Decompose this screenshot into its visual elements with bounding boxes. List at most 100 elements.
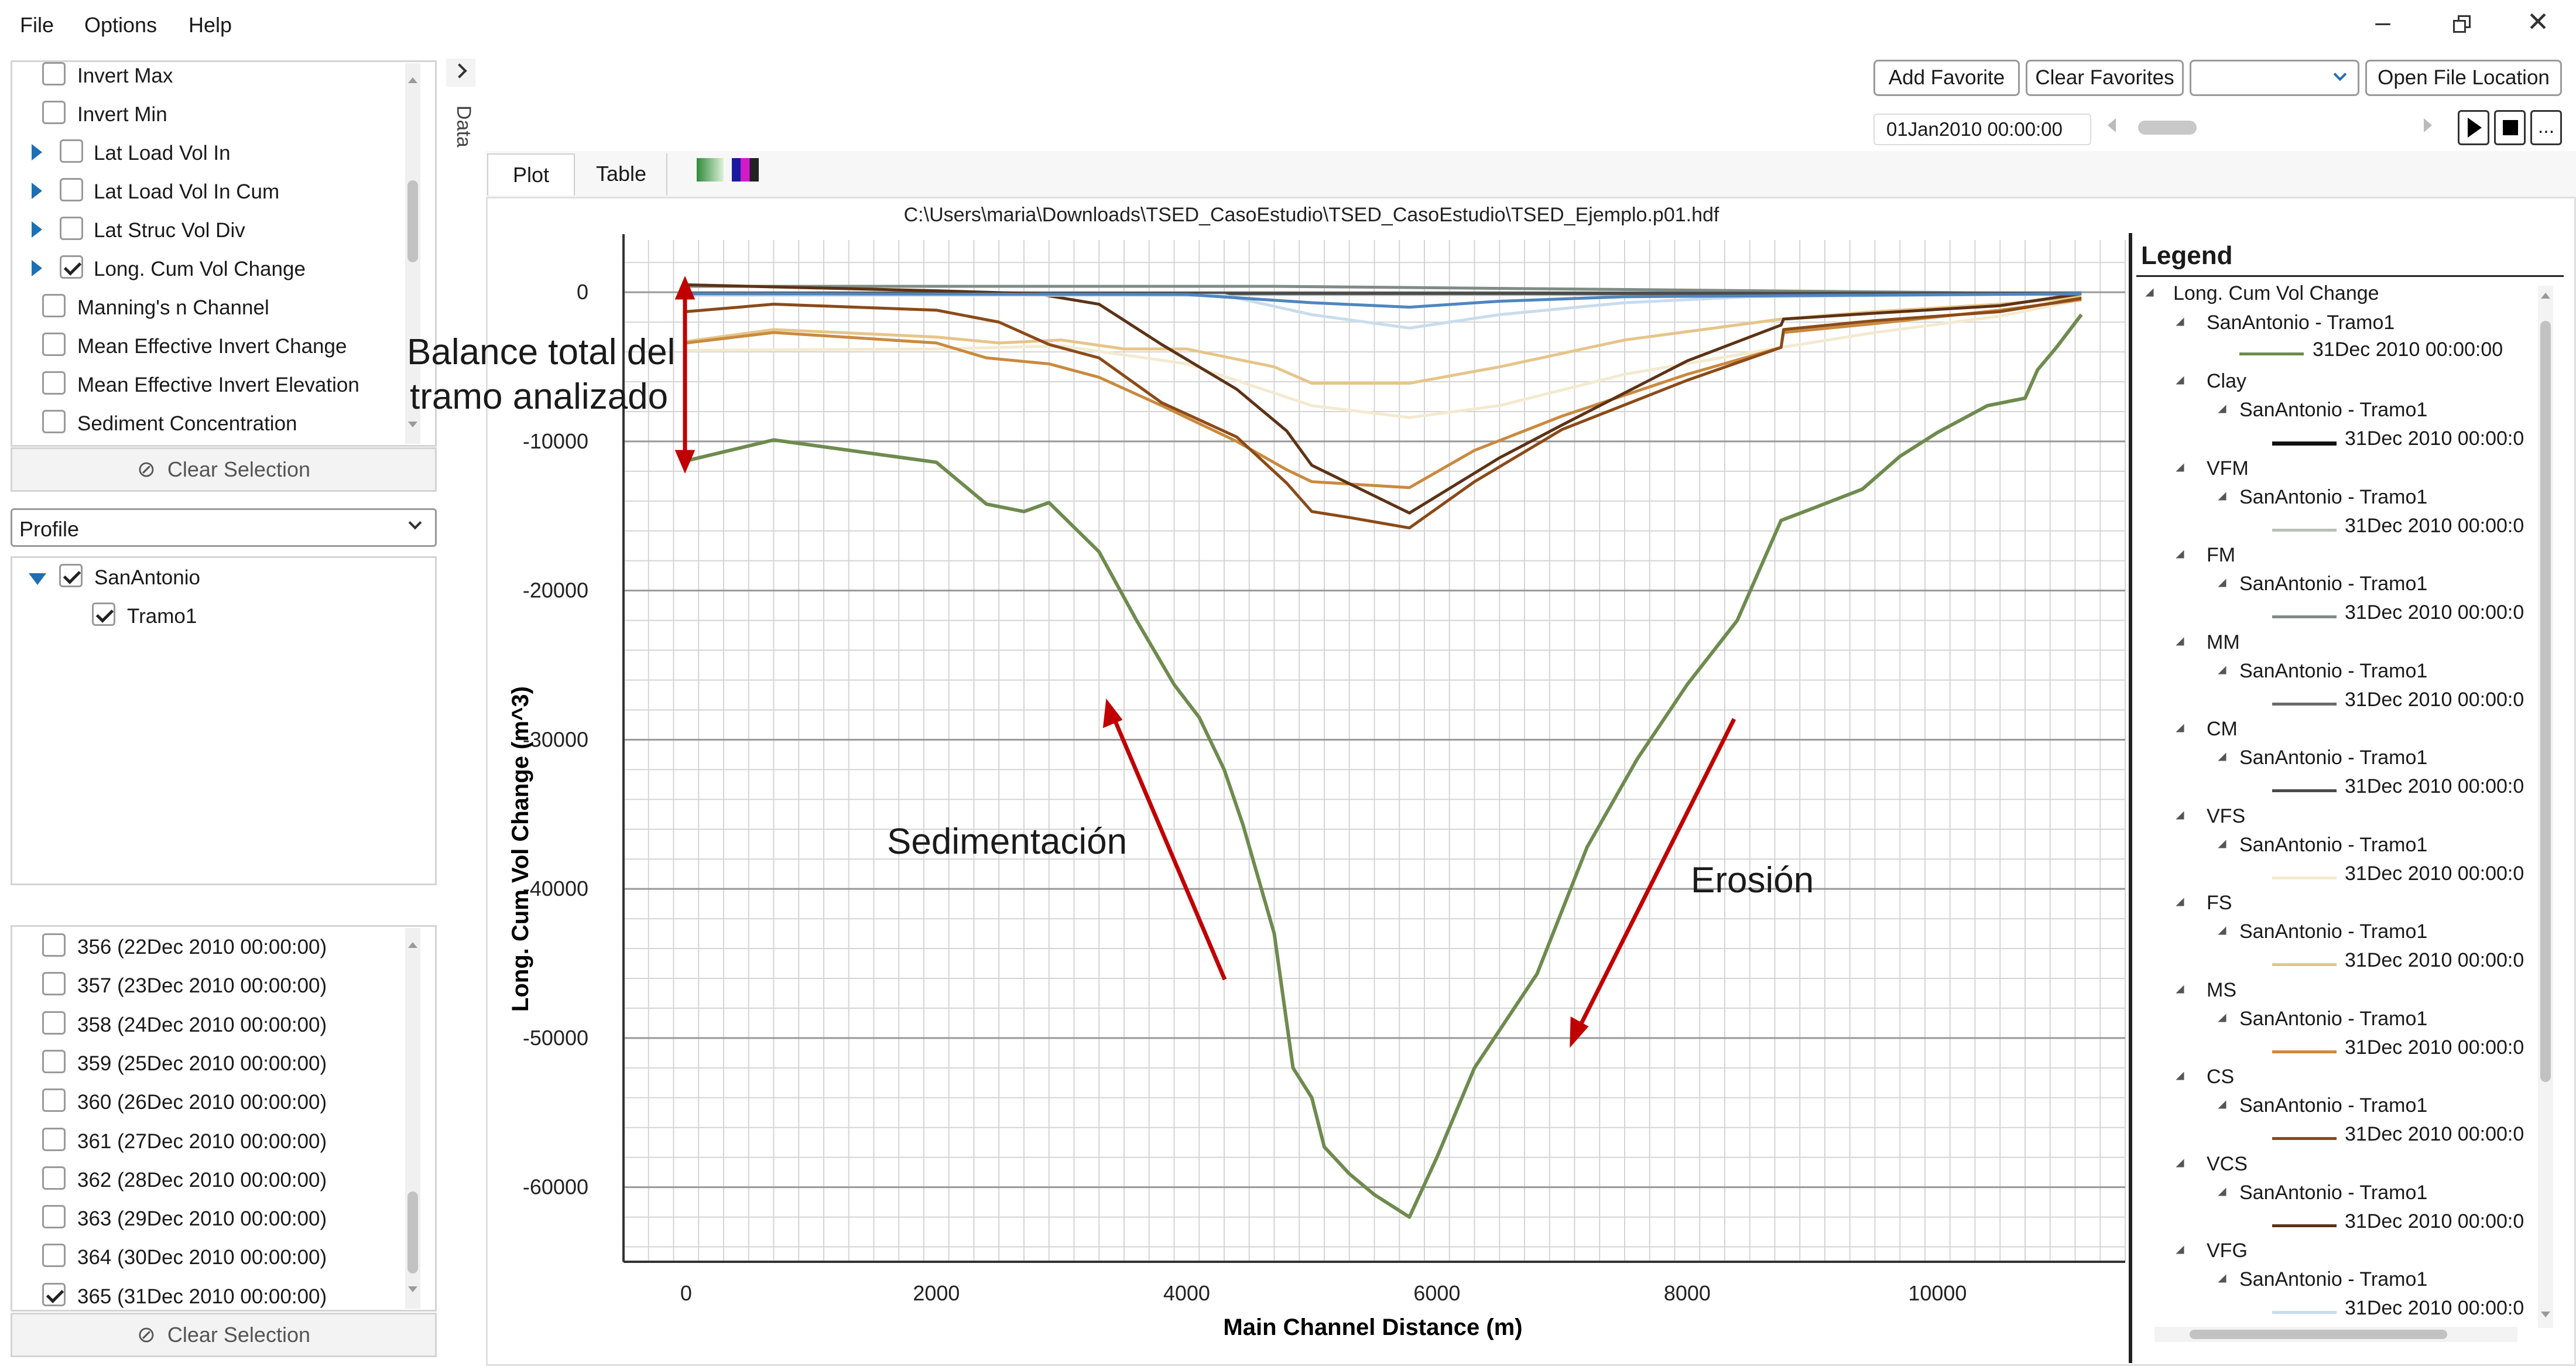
variable-checkbox[interactable]	[60, 139, 83, 163]
collapse-icon[interactable]	[2176, 1245, 2188, 1258]
line-chart[interactable]: 0 2000 4000 6000 8000 10000 0 -10000 -20000 -3000…	[492, 228, 2131, 1358]
collapse-icon[interactable]	[2176, 463, 2188, 476]
time-label: 356 (22Dec 2010 00:00:00)	[77, 936, 327, 958]
time-checkbox[interactable]	[42, 1166, 66, 1190]
minimize-icon[interactable]: –	[2375, 6, 2390, 37]
time-checkbox[interactable]	[42, 1282, 66, 1306]
more-button[interactable]: ...	[2530, 110, 2562, 145]
variable-checkbox[interactable]	[42, 333, 66, 356]
collapse-icon[interactable]	[2176, 898, 2188, 910]
collapse-icon[interactable]	[2218, 665, 2231, 679]
data-side-tab[interactable]: Data	[453, 105, 475, 148]
annotation-balance-line1: Balance total del	[407, 332, 676, 372]
variable-label: Invert Max	[77, 64, 173, 87]
collapse-icon[interactable]	[2176, 636, 2188, 650]
collapse-icon[interactable]	[2218, 1274, 2231, 1287]
plot-area	[486, 197, 2576, 1366]
collapse-icon[interactable]	[2218, 926, 2231, 939]
menu-file[interactable]: File	[20, 13, 54, 37]
river-checkbox[interactable]	[59, 564, 83, 587]
erosion-arrow-head	[1570, 1016, 1589, 1048]
expand-icon[interactable]	[32, 144, 42, 160]
collapse-icon[interactable]	[2218, 752, 2231, 765]
tab-table[interactable]: Table	[576, 153, 667, 196]
time-checkbox[interactable]	[42, 933, 66, 957]
legend-title-rule	[2136, 275, 2564, 277]
collapse-icon[interactable]	[2218, 1100, 2231, 1113]
legend-subgroup: SanAntonio - Tramo1	[2239, 1181, 2428, 1204]
collapse-icon[interactable]	[2176, 724, 2188, 737]
expand-icon[interactable]	[32, 260, 42, 276]
legend-swatch	[2272, 702, 2337, 706]
variable-checkbox[interactable]	[42, 410, 66, 433]
reach-checkbox[interactable]	[92, 602, 115, 626]
legend-subgroup: SanAntonio - Tramo1	[2239, 1007, 2428, 1030]
time-checkbox[interactable]	[42, 1244, 66, 1268]
collapse-icon[interactable]	[2218, 405, 2231, 417]
collapse-icon[interactable]	[2176, 376, 2188, 389]
palette-icon[interactable]	[732, 158, 759, 182]
play-button[interactable]	[2458, 110, 2489, 145]
variable-label: Sediment Concentration	[77, 412, 297, 435]
erosion-arrow	[1575, 718, 1736, 1032]
variables-scrollbar[interactable]	[405, 63, 420, 444]
time-label: 360 (26Dec 2010 00:00:00)	[77, 1091, 327, 1114]
time-checkbox[interactable]	[42, 972, 66, 996]
balance-arrow-bottom	[674, 450, 696, 474]
clear-favorites-button[interactable]: Clear Favorites	[2026, 60, 2184, 96]
expand-icon[interactable]	[32, 221, 42, 238]
expand-icon[interactable]	[29, 573, 46, 585]
favorites-dropdown[interactable]	[2190, 60, 2359, 96]
collapse-icon[interactable]	[2176, 1071, 2188, 1084]
menu-help[interactable]: Help	[189, 13, 232, 37]
collapse-icon[interactable]	[2145, 288, 2158, 301]
legend-swatch	[2272, 1050, 2337, 1053]
clear-selection-button[interactable]: ⊘ Clear Selection	[11, 447, 437, 492]
prev-icon[interactable]	[2108, 118, 2116, 132]
sedimentacion-arrow	[1110, 713, 1227, 981]
variable-checkbox[interactable]	[42, 371, 66, 395]
collapse-icon[interactable]	[2218, 578, 2231, 591]
time-field[interactable]: 01Jan2010 00:00:00	[1873, 114, 2091, 145]
collapse-icon[interactable]	[2176, 550, 2188, 563]
time-checkbox[interactable]	[42, 1049, 66, 1073]
close-icon[interactable]: ✕	[2526, 6, 2550, 37]
stop-button[interactable]	[2494, 110, 2526, 145]
collapse-icon[interactable]	[2176, 810, 2188, 824]
add-favorite-button[interactable]: Add Favorite	[1873, 60, 2020, 96]
open-file-location-button[interactable]: Open File Location	[2365, 60, 2562, 96]
profile-select[interactable]: Profile	[11, 508, 437, 547]
time-slider[interactable]	[2138, 121, 2197, 135]
collapse-icon[interactable]	[2218, 1013, 2231, 1026]
variable-checkbox[interactable]	[60, 178, 83, 201]
variable-checkbox[interactable]	[60, 217, 83, 240]
collapse-icon[interactable]	[2176, 317, 2188, 330]
legend-subgroup: SanAntonio - Tramo1	[2239, 747, 2428, 769]
legend-subgroup: SanAntonio - Tramo1	[2239, 399, 2428, 421]
time-checkbox[interactable]	[42, 1205, 66, 1229]
next-icon[interactable]	[2424, 118, 2432, 132]
clear-selection-button-2[interactable]: ⊘ Clear Selection	[11, 1313, 437, 1357]
collapse-icon[interactable]	[2218, 491, 2231, 505]
legend-scrollbar[interactable]	[2538, 286, 2553, 1328]
legend-hscrollbar[interactable]	[2154, 1327, 2517, 1342]
time-checkbox[interactable]	[42, 1127, 66, 1151]
variable-label: Long. Cum Vol Change	[94, 258, 306, 280]
time-checkbox[interactable]	[42, 1088, 66, 1112]
time-checkbox[interactable]	[42, 1011, 66, 1035]
collapse-icon[interactable]	[2218, 839, 2231, 853]
color-scale-icon[interactable]	[697, 158, 724, 182]
time-scrollbar[interactable]	[405, 928, 420, 1309]
expand-icon[interactable]	[32, 183, 42, 199]
variable-checkbox[interactable]	[42, 294, 66, 317]
menu-options[interactable]: Options	[84, 13, 157, 37]
restore-icon[interactable]	[2453, 15, 2471, 33]
collapse-icon[interactable]	[2218, 1187, 2231, 1200]
expand-panel-button[interactable]	[446, 59, 475, 87]
collapse-icon[interactable]	[2176, 984, 2188, 998]
collapse-icon[interactable]	[2176, 1158, 2188, 1172]
tab-plot[interactable]: Plot	[487, 153, 575, 196]
variable-checkbox[interactable]	[42, 101, 66, 124]
variable-checkbox[interactable]	[60, 255, 83, 279]
variable-checkbox[interactable]	[42, 62, 66, 85]
